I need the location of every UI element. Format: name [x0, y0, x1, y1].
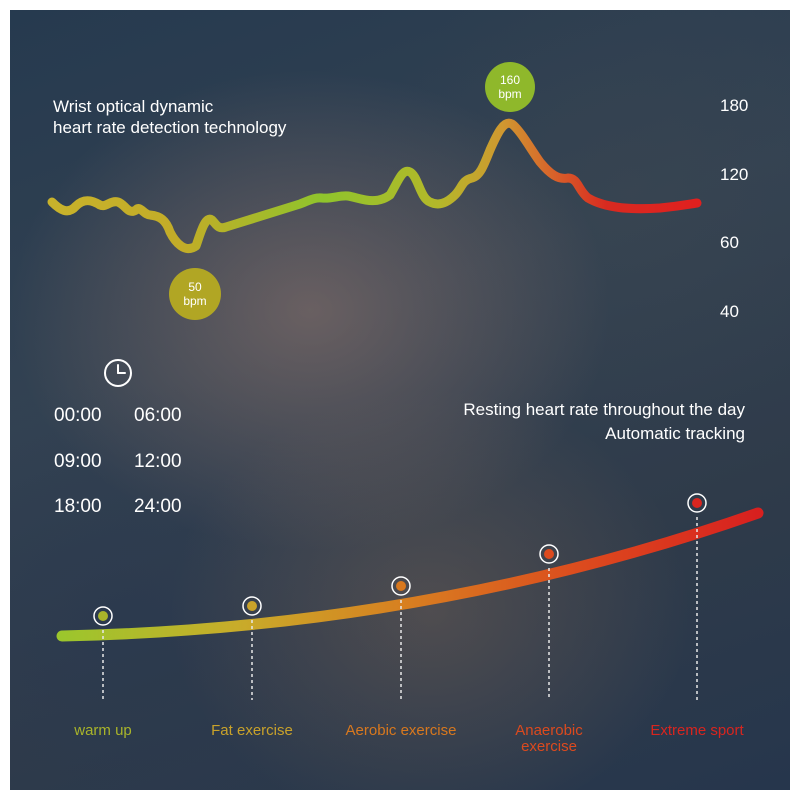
heart-rate-line: [47, 118, 702, 254]
peak-bubble: 160 bpm: [485, 62, 535, 112]
y-tick-180: 180: [720, 96, 749, 115]
zone-curve: [56, 507, 764, 642]
y-tick-40: 40: [720, 302, 739, 321]
zone-marker-ring: [687, 493, 707, 513]
zone-label: Aerobic exercise: [345, 722, 457, 739]
zone-label: Fat exercise: [211, 722, 293, 739]
zone-marker-dot: [692, 498, 702, 508]
peak-value: 160: [499, 73, 521, 87]
time-0000: 00:00: [54, 405, 102, 426]
time-2400: 24:00: [134, 496, 182, 517]
zone-marker-ring: [391, 576, 411, 596]
clock-icon: [104, 359, 132, 387]
zone-marker-dot: [544, 549, 554, 559]
time-0900: 09:00: [54, 451, 102, 472]
headline-line-2: heart rate detection technology: [53, 118, 287, 137]
chart-canvas: [47, 118, 764, 700]
low-bubble: 50 bpm: [169, 268, 221, 320]
headline-line-1: Wrist optical dynamic: [53, 97, 214, 116]
time-1200: 12:00: [134, 451, 182, 472]
zone-marker-dot: [98, 611, 108, 621]
low-value: 50: [188, 280, 202, 294]
zone-label: Anaerobic exercise: [515, 722, 583, 755]
peak-unit: bpm: [498, 87, 522, 101]
resting-line-1: Resting heart rate throughout the day: [463, 400, 745, 419]
low-unit: bpm: [183, 294, 207, 308]
heart-rate-infographic: Wrist optical dynamic heart rate detecti…: [10, 10, 790, 790]
zone-marker-ring: [242, 596, 262, 616]
time-0600: 06:00: [134, 405, 182, 426]
resting-line-2: Automatic tracking: [605, 424, 745, 443]
zone-markers: [93, 493, 707, 700]
zone-marker-dot: [247, 601, 257, 611]
zone-marker-ring: [539, 544, 559, 564]
y-tick-60: 60: [720, 233, 739, 252]
zone-label: warm up: [74, 722, 132, 739]
zone-marker-ring: [93, 606, 113, 626]
zone-label: Extreme sport: [650, 722, 744, 739]
zone-marker-dot: [396, 581, 406, 591]
y-tick-120: 120: [720, 165, 749, 184]
time-1800: 18:00: [54, 496, 102, 517]
